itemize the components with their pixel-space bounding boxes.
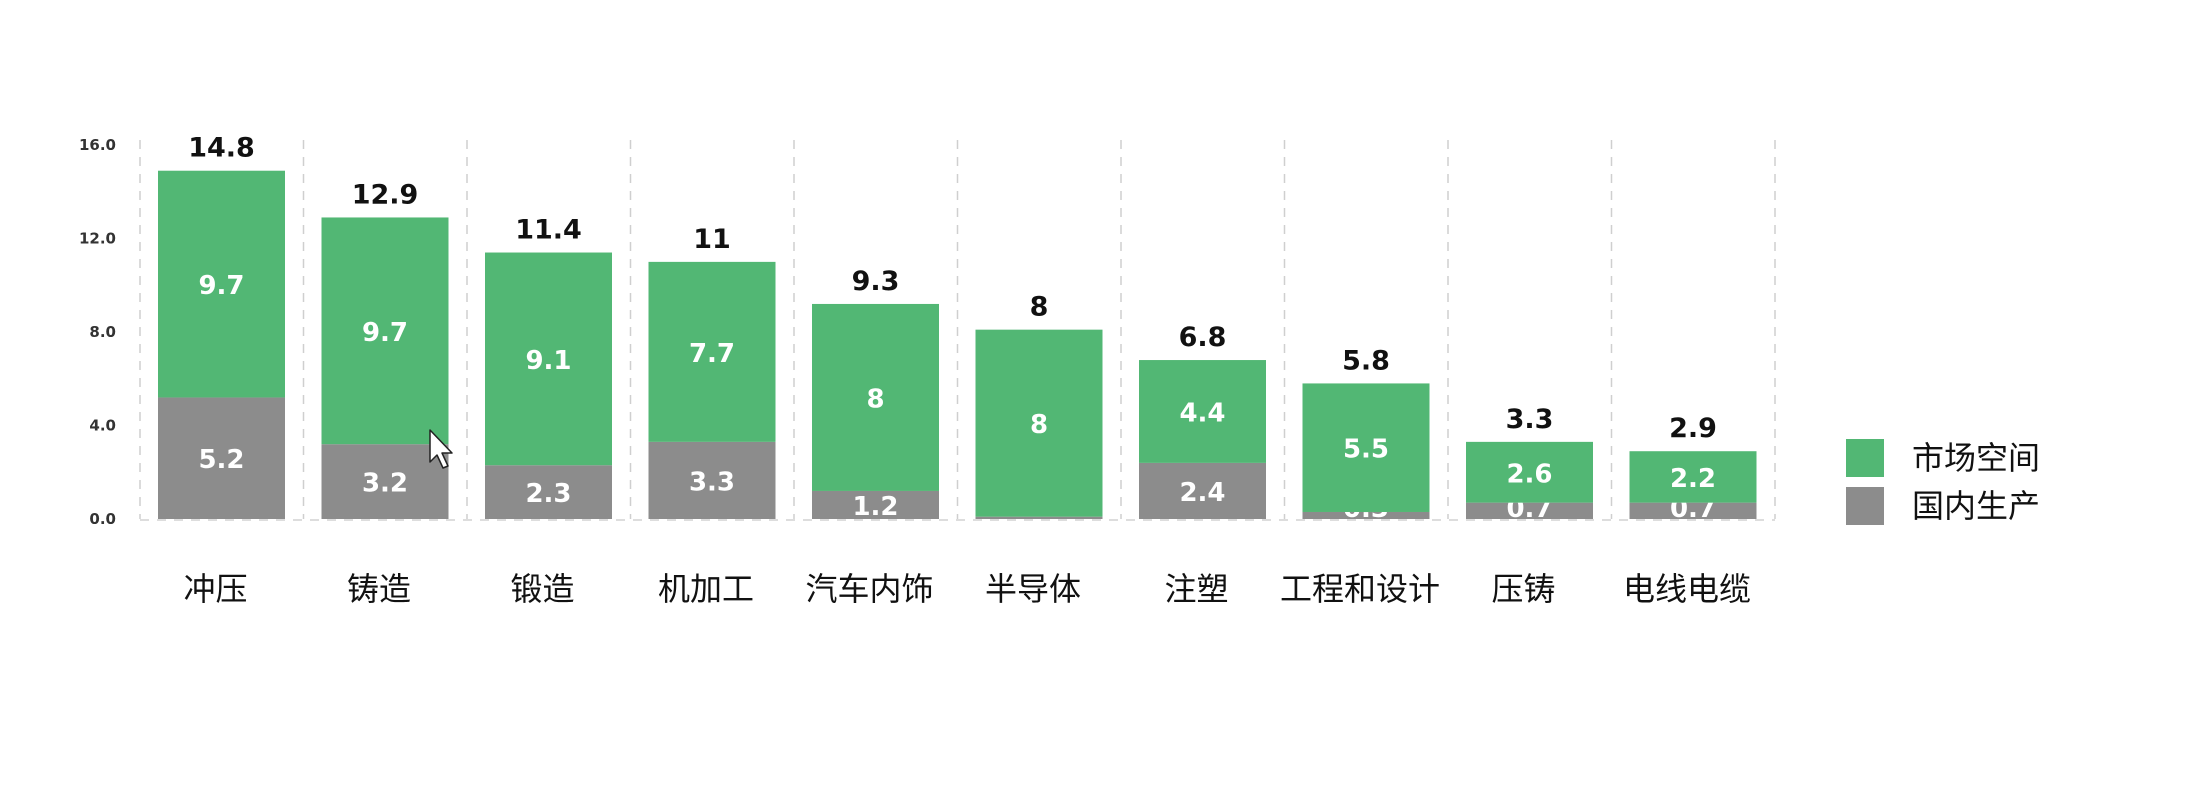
- bar-value-label: 2.6: [1506, 459, 1552, 489]
- category-label: 冲压: [183, 570, 247, 608]
- bar-value-label: 1.2: [852, 492, 898, 522]
- bar-value-label: 9.7: [198, 271, 244, 301]
- bar-total-label: 11.4: [515, 215, 582, 246]
- bar-segment-domestic: [648, 441, 776, 519]
- bar-segment-market: [158, 170, 285, 398]
- bar-segment-market: [485, 252, 612, 466]
- bar-value-label: 5.2: [198, 445, 244, 475]
- bar-value-label: 2.4: [1179, 478, 1225, 508]
- bar-value-label: 3.3: [689, 467, 735, 497]
- bar-value-label: 2.2: [1670, 464, 1716, 494]
- category-label: 铸造: [347, 570, 411, 608]
- category-label: 电线电缆: [1623, 570, 1751, 608]
- category-label: 注塑: [1164, 570, 1228, 608]
- legend-swatch: [1846, 439, 1884, 477]
- bar-segment-market: [321, 217, 449, 445]
- bar-segment-market: [1466, 441, 1593, 503]
- y-tick-label: 8.0: [89, 323, 116, 341]
- bar-value-label: 8: [1030, 410, 1048, 440]
- legend-swatch: [1846, 487, 1884, 525]
- bar-total-label: 6.8: [1179, 322, 1227, 353]
- bar-segment-market: [1629, 451, 1757, 503]
- bar-value-label: 4.4: [1179, 398, 1225, 428]
- legend-label: 市场空间: [1912, 439, 2040, 477]
- bar-total-label: 5.8: [1342, 345, 1390, 376]
- bar-segment-market: [1302, 383, 1430, 512]
- bar-segment-domestic: [1629, 502, 1757, 519]
- category-label: 压铸: [1491, 570, 1555, 608]
- bar-value-label: 3.2: [362, 469, 408, 499]
- bar-segment-domestic: [812, 490, 939, 519]
- bar-segment-domestic: [975, 516, 1103, 519]
- category-label: 工程和设计: [1280, 570, 1440, 608]
- bar-segment-domestic: [1466, 502, 1593, 519]
- category-label: 汽车内饰: [805, 570, 933, 608]
- bar-value-label: 5.5: [1343, 435, 1389, 465]
- y-tick-label: 4.0: [89, 417, 116, 435]
- bar-segment-domestic: [158, 397, 285, 519]
- y-tick-label: 0.0: [89, 510, 116, 528]
- bar-total-label: 9.3: [852, 266, 900, 297]
- bar-segment-market: [648, 261, 776, 442]
- bar-segment-market: [975, 329, 1103, 517]
- category-label: 机加工: [658, 570, 754, 608]
- bar-segment-domestic: [1139, 462, 1266, 519]
- category-label: 半导体: [985, 570, 1081, 608]
- bar-total-label: 2.9: [1669, 413, 1717, 444]
- bar-total-label: 11: [693, 224, 731, 255]
- legend-label: 国内生产: [1912, 487, 2040, 525]
- bar-value-label: 2.3: [525, 479, 571, 509]
- bar-value-label: 9.7: [362, 318, 408, 348]
- bar-total-label: 12.9: [352, 179, 419, 210]
- bar-segment-domestic: [321, 444, 449, 519]
- bar-segment-domestic: [485, 465, 612, 519]
- bar-segment-market: [812, 303, 939, 491]
- bar-total-label: 14.8: [188, 133, 255, 164]
- mouse-cursor-icon: [429, 429, 453, 469]
- bar-total-label: 8: [1030, 292, 1049, 323]
- bar-segment-market: [1139, 360, 1266, 463]
- y-tick-label: 16.0: [79, 136, 116, 154]
- bar-segment-domestic: [1302, 511, 1430, 519]
- category-label: 锻造: [510, 570, 574, 608]
- bar-value-label: 7.7: [689, 339, 735, 369]
- bar-value-label: 9.1: [525, 346, 571, 376]
- bar-value-label: 8: [866, 384, 884, 414]
- bar-total-label: 3.3: [1506, 404, 1554, 435]
- y-tick-label: 12.0: [79, 230, 116, 248]
